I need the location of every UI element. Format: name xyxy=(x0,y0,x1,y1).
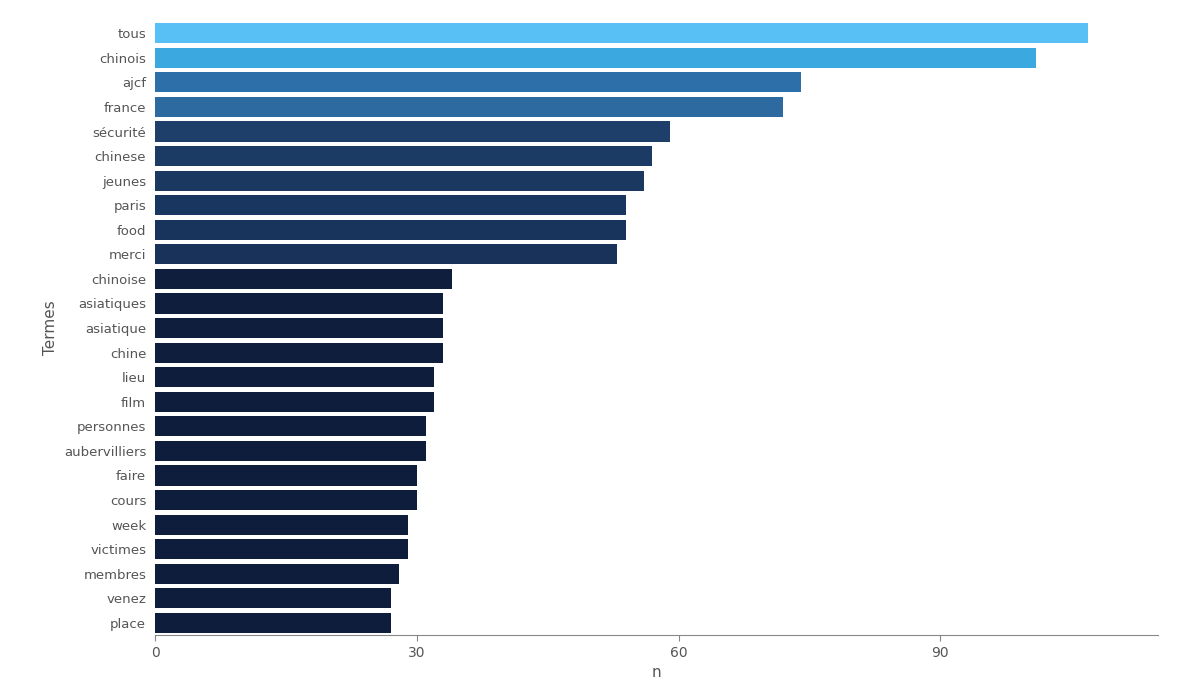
Bar xyxy=(155,539,408,559)
Bar xyxy=(155,47,1036,68)
Y-axis label: Termes: Termes xyxy=(43,301,59,355)
Bar xyxy=(155,514,408,535)
Bar xyxy=(155,244,617,265)
Bar xyxy=(155,441,425,461)
Bar xyxy=(155,97,783,117)
Bar xyxy=(155,170,644,191)
Bar xyxy=(155,588,390,609)
Bar xyxy=(155,269,451,289)
Bar xyxy=(155,392,435,412)
Bar xyxy=(155,613,390,633)
Bar xyxy=(155,195,626,215)
Bar xyxy=(155,73,801,92)
Bar xyxy=(155,416,425,436)
Bar xyxy=(155,23,1089,43)
Bar xyxy=(155,220,626,240)
Bar xyxy=(155,121,670,142)
Bar xyxy=(155,293,443,313)
Bar xyxy=(155,367,435,387)
Bar xyxy=(155,466,417,486)
Bar xyxy=(155,490,417,510)
X-axis label: n: n xyxy=(652,665,661,680)
Bar xyxy=(155,564,400,584)
Bar xyxy=(155,343,443,363)
Bar xyxy=(155,318,443,338)
Bar xyxy=(155,146,652,166)
